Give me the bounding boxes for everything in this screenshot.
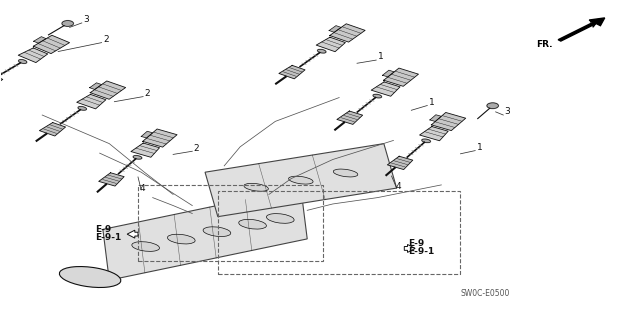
Ellipse shape [168,234,195,244]
Polygon shape [279,65,305,79]
Text: 4: 4 [396,182,401,191]
Ellipse shape [333,169,358,177]
Polygon shape [387,156,413,170]
Polygon shape [316,37,346,52]
Polygon shape [90,81,125,99]
FancyArrow shape [558,18,605,41]
Polygon shape [141,131,153,138]
Polygon shape [371,82,400,96]
Ellipse shape [203,227,231,236]
Bar [218,191,461,274]
Ellipse shape [373,94,381,98]
Polygon shape [0,74,3,88]
Ellipse shape [239,219,266,229]
Polygon shape [131,143,159,157]
Ellipse shape [266,214,294,223]
Polygon shape [330,24,365,42]
Text: 1: 1 [378,52,383,62]
Bar [138,185,323,261]
Text: 1: 1 [476,143,482,152]
Polygon shape [337,111,363,124]
Polygon shape [40,122,65,136]
Polygon shape [103,188,307,280]
Polygon shape [329,26,341,32]
FancyArrow shape [404,244,415,252]
Polygon shape [77,94,106,109]
Text: 3: 3 [504,108,510,116]
Text: 4: 4 [140,184,145,193]
Text: E-9-1: E-9-1 [95,233,122,241]
FancyArrow shape [127,230,138,238]
Polygon shape [420,127,448,141]
Ellipse shape [133,156,142,159]
Polygon shape [18,48,48,63]
Polygon shape [143,129,177,147]
Circle shape [487,103,499,108]
Ellipse shape [132,242,159,251]
Text: FR.: FR. [536,41,553,49]
Text: 2: 2 [193,144,199,152]
Polygon shape [383,70,394,77]
Text: 2: 2 [145,89,150,98]
Ellipse shape [289,176,313,184]
Ellipse shape [19,60,27,63]
Ellipse shape [60,267,121,287]
Polygon shape [383,68,419,86]
Text: 1: 1 [429,98,435,107]
Text: SW0C-E0500: SW0C-E0500 [461,289,510,298]
Ellipse shape [78,107,86,110]
Text: 3: 3 [84,15,90,24]
Polygon shape [431,113,466,130]
Circle shape [62,21,74,26]
Ellipse shape [244,183,268,191]
Text: E-9-1: E-9-1 [408,247,435,256]
Polygon shape [90,83,102,90]
Text: E-9: E-9 [95,225,111,234]
Polygon shape [430,115,442,122]
Text: 2: 2 [103,35,109,44]
Polygon shape [33,35,70,54]
Polygon shape [205,144,397,217]
Ellipse shape [317,49,326,53]
Polygon shape [34,37,46,43]
Polygon shape [99,173,124,186]
Text: E-9: E-9 [408,239,424,248]
Ellipse shape [422,139,431,143]
